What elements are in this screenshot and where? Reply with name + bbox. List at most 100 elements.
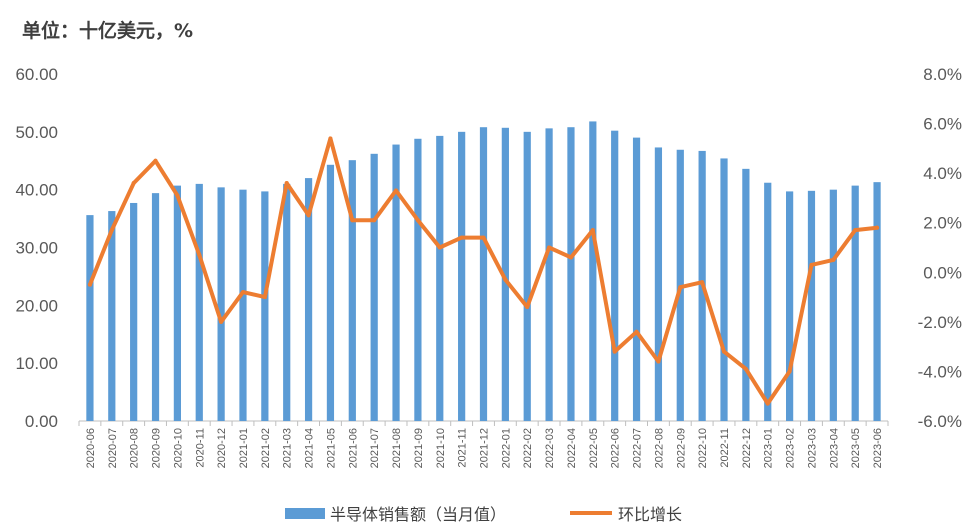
legend-line-label: 环比增长 bbox=[618, 505, 682, 524]
bar bbox=[261, 191, 269, 421]
y-right-tick-label: -4.0% bbox=[918, 362, 962, 381]
growth-point bbox=[131, 181, 136, 186]
x-tick-label: 2022-01 bbox=[500, 428, 512, 468]
y-right-tick-label: 2.0% bbox=[923, 214, 962, 233]
x-tick-label: 2021-07 bbox=[369, 428, 381, 468]
x-tick-label: 2020-11 bbox=[194, 428, 206, 468]
x-tick-label: 2022-06 bbox=[610, 428, 622, 468]
bar bbox=[501, 127, 509, 421]
growth-point bbox=[459, 235, 464, 240]
x-tick-label: 2022-12 bbox=[741, 428, 753, 468]
growth-point bbox=[197, 252, 202, 257]
bar bbox=[348, 160, 356, 421]
bar bbox=[589, 121, 597, 421]
growth-point bbox=[568, 255, 573, 260]
y-left-tick-label: 60.00 bbox=[15, 65, 58, 84]
growth-point bbox=[350, 218, 355, 223]
growth-point bbox=[722, 349, 727, 354]
growth-point bbox=[394, 188, 399, 193]
unit-label: 单位：十亿美元，% bbox=[22, 20, 194, 42]
growth-point bbox=[678, 285, 683, 290]
growth-point bbox=[634, 329, 639, 334]
bar bbox=[829, 189, 837, 421]
growth-point bbox=[787, 369, 792, 374]
x-tick-label: 2023-02 bbox=[785, 428, 797, 468]
growth-point bbox=[831, 257, 836, 262]
legend-bar-label: 半导体销售额（当月值） bbox=[330, 505, 506, 524]
y-left-tick-label: 0.00 bbox=[25, 412, 58, 431]
bar bbox=[479, 127, 488, 421]
bar bbox=[130, 202, 138, 421]
growth-point bbox=[809, 262, 814, 267]
x-tick-label: 2020-08 bbox=[129, 428, 141, 468]
bar bbox=[851, 185, 859, 421]
growth-point bbox=[700, 280, 705, 285]
x-tick-label: 2021-06 bbox=[347, 428, 359, 468]
bar bbox=[173, 185, 181, 421]
x-tick-label: 2022-02 bbox=[522, 428, 534, 468]
x-tick-label: 2021-08 bbox=[391, 428, 403, 468]
x-tick-label: 2021-11 bbox=[457, 428, 469, 468]
bar bbox=[786, 191, 794, 421]
x-tick-label: 2021-01 bbox=[238, 428, 250, 468]
growth-point bbox=[875, 225, 880, 230]
bar bbox=[108, 211, 116, 421]
growth-point bbox=[743, 366, 748, 371]
bar bbox=[632, 137, 641, 421]
growth-point bbox=[284, 181, 289, 186]
x-tick-label: 2021-09 bbox=[413, 428, 425, 468]
x-tick-label: 2023-03 bbox=[806, 428, 818, 468]
y-left-tick-label: 40.00 bbox=[15, 181, 58, 200]
x-tick-label: 2022-07 bbox=[632, 428, 644, 468]
bar bbox=[304, 178, 313, 421]
growth-point bbox=[853, 228, 858, 233]
y-right-tick-label: 6.0% bbox=[923, 115, 962, 134]
x-tick-label: 2022-04 bbox=[566, 428, 578, 468]
bar bbox=[436, 135, 444, 422]
growth-point bbox=[656, 359, 661, 364]
x-tick-label: 2021-12 bbox=[479, 428, 491, 468]
bar bbox=[742, 168, 750, 421]
x-tick-label: 2023-01 bbox=[763, 428, 775, 468]
bar bbox=[567, 127, 575, 421]
growth-point bbox=[525, 304, 530, 309]
bar bbox=[217, 187, 225, 421]
growth-point bbox=[240, 290, 245, 295]
y-left-tick-label: 20.00 bbox=[15, 296, 58, 315]
x-tick-label: 2022-03 bbox=[544, 428, 556, 468]
x-tick-label: 2020-12 bbox=[216, 428, 228, 468]
bar bbox=[654, 147, 663, 421]
growth-point bbox=[306, 213, 311, 218]
x-tick-label: 2020-10 bbox=[172, 428, 184, 468]
bar bbox=[873, 182, 881, 421]
growth-point bbox=[590, 228, 595, 233]
bar bbox=[545, 128, 553, 421]
y-right-tick-label: 8.0% bbox=[923, 65, 962, 84]
x-tick-label: 2021-05 bbox=[325, 428, 337, 468]
x-tick-label: 2020-07 bbox=[107, 428, 119, 468]
y-right-tick-label: -6.0% bbox=[918, 412, 962, 431]
bar bbox=[807, 190, 816, 421]
bar bbox=[195, 183, 203, 421]
growth-point bbox=[415, 218, 420, 223]
growth-point bbox=[87, 282, 92, 287]
x-tick-label: 2022-10 bbox=[697, 428, 709, 468]
growth-point bbox=[612, 349, 617, 354]
growth-point bbox=[372, 218, 377, 223]
x-tick-label: 2021-02 bbox=[260, 428, 272, 468]
growth-point bbox=[262, 295, 267, 300]
growth-point bbox=[219, 319, 224, 324]
y-right-tick-label: 4.0% bbox=[923, 164, 962, 183]
bar bbox=[764, 182, 772, 421]
y-left-tick-label: 30.00 bbox=[15, 239, 58, 258]
x-tick-label: 2023-06 bbox=[872, 428, 884, 468]
bar bbox=[458, 131, 466, 422]
y-right-tick-label: 0.0% bbox=[923, 263, 962, 282]
growth-point bbox=[175, 193, 180, 198]
x-tick-label: 2021-04 bbox=[304, 428, 316, 468]
x-tick-label: 2022-08 bbox=[653, 428, 665, 468]
bar bbox=[392, 144, 400, 421]
growth-point bbox=[328, 136, 333, 141]
x-tick-label: 2022-11 bbox=[719, 428, 731, 468]
